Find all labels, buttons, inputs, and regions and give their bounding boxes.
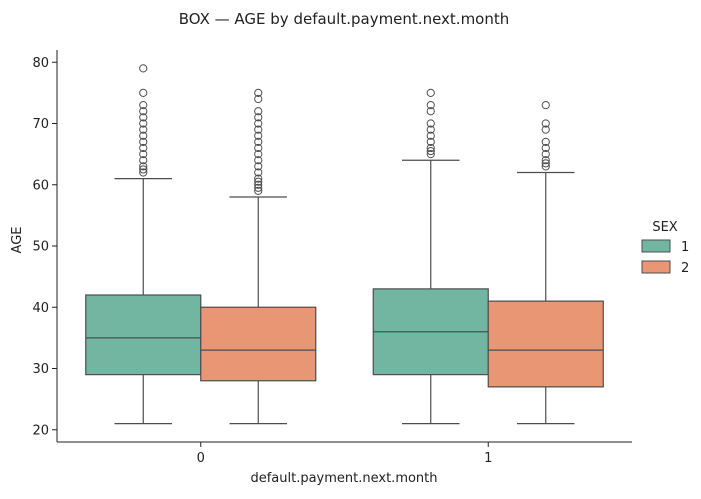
outlier-point xyxy=(139,101,148,110)
y-tick-label: 70 xyxy=(32,117,49,132)
box-iqr xyxy=(85,294,202,376)
outlier-point xyxy=(139,143,148,153)
box-group xyxy=(487,101,604,425)
outlier-point xyxy=(139,88,148,97)
legend-label: 2 xyxy=(681,261,689,276)
outlier-point xyxy=(426,146,435,156)
outlier-point xyxy=(426,107,435,116)
outlier-point xyxy=(254,119,263,128)
outlier-point xyxy=(254,107,263,116)
box-group xyxy=(85,64,202,425)
outlier-point xyxy=(426,119,435,128)
y-tick-label: 50 xyxy=(32,240,49,255)
x-tick-label: 1 xyxy=(484,451,492,466)
outlier-point xyxy=(426,143,435,153)
outlier-point xyxy=(541,150,550,159)
legend: SEX 1 2 xyxy=(641,220,689,276)
outlier-point xyxy=(139,156,148,165)
outlier-point xyxy=(139,137,148,146)
box-iqr xyxy=(487,300,604,388)
y-tick-label: 60 xyxy=(32,178,49,193)
outlier-point xyxy=(541,143,550,153)
outlier-point xyxy=(254,137,263,146)
x-tick-label: 0 xyxy=(197,451,205,466)
outlier-point xyxy=(254,177,263,186)
outlier-point xyxy=(139,119,148,128)
outlier-point xyxy=(139,165,148,174)
outlier-point xyxy=(254,131,263,140)
outlier-point xyxy=(139,168,148,177)
box-group xyxy=(200,88,317,425)
outlier-point xyxy=(139,64,148,73)
outlier-point xyxy=(541,101,550,110)
outlier-point xyxy=(541,159,550,168)
outlier-point xyxy=(254,180,263,189)
outlier-point xyxy=(254,174,263,183)
y-tick-label: 20 xyxy=(32,423,49,438)
x-axis-label: default.payment.next.month xyxy=(250,471,437,486)
outlier-point xyxy=(254,156,263,165)
outlier-point xyxy=(254,168,263,177)
box-iqr xyxy=(200,306,317,382)
axes: 20 30 40 50 60 70 80 0 1 xyxy=(32,50,632,466)
y-tick-label: 80 xyxy=(32,56,49,71)
outlier-point xyxy=(139,113,148,122)
outlier-point xyxy=(254,150,263,159)
outlier-point xyxy=(254,143,263,153)
outlier-point xyxy=(139,162,148,171)
legend-swatch xyxy=(641,260,671,274)
chart-title: BOX — AGE by default.payment.next.month xyxy=(179,10,510,28)
legend-swatch xyxy=(641,239,671,253)
outlier-point xyxy=(254,88,263,97)
outlier-point xyxy=(139,150,148,159)
y-axis-label: AGE xyxy=(10,227,25,254)
outlier-point xyxy=(254,113,263,122)
legend-label: 1 xyxy=(681,240,689,255)
y-tick-label: 40 xyxy=(32,301,49,316)
outlier-point xyxy=(426,101,435,110)
outlier-point xyxy=(254,94,263,104)
outlier-point xyxy=(541,125,550,134)
y-tick-label: 30 xyxy=(32,362,49,377)
outlier-point xyxy=(254,125,263,134)
plot-area xyxy=(85,64,604,425)
outlier-point xyxy=(541,162,550,171)
outlier-point xyxy=(541,137,550,146)
outlier-point xyxy=(139,131,148,140)
outlier-point xyxy=(426,125,435,134)
outlier-point xyxy=(426,131,435,140)
outlier-point xyxy=(139,125,148,134)
outlier-point xyxy=(139,107,148,116)
outlier-point xyxy=(254,183,263,192)
outlier-point xyxy=(426,88,435,97)
outlier-point xyxy=(541,156,550,165)
legend-title: SEX xyxy=(652,220,677,235)
outlier-point xyxy=(254,162,263,171)
outlier-point xyxy=(426,150,435,159)
outlier-point xyxy=(426,137,435,146)
outlier-point xyxy=(254,186,263,195)
outlier-point xyxy=(541,119,550,128)
box-group xyxy=(372,88,489,425)
